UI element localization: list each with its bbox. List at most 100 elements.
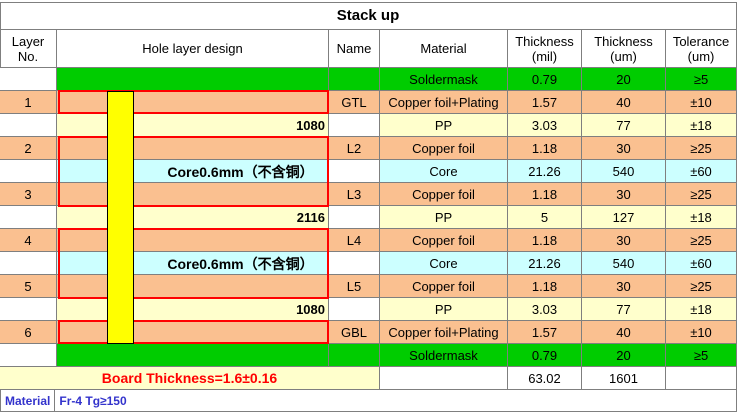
header-thickness-um: Thickness (um) [582, 30, 666, 68]
total-um-cell: 1601 [582, 367, 666, 390]
material-cell: Soldermask [380, 68, 508, 91]
layer-number-cell [0, 114, 57, 137]
thickness-mil-cell: 21.26 [508, 252, 582, 275]
tolerance-cell: ±18 [666, 114, 737, 137]
material-cell: Copper foil [380, 137, 508, 160]
layer-name-cell [329, 160, 380, 183]
material-cell: Core [380, 160, 508, 183]
layer-name-cell: L2 [329, 137, 380, 160]
tolerance-cell: ≥25 [666, 275, 737, 298]
tolerance-cell: ±18 [666, 206, 737, 229]
tolerance-cell: ±10 [666, 91, 737, 114]
layer-number-cell [0, 252, 57, 275]
thickness-um-cell: 127 [582, 206, 666, 229]
layer-number-cell [0, 206, 57, 229]
layer-number-cell: 6 [0, 321, 57, 344]
material-cell: Soldermask [380, 344, 508, 367]
thickness-mil-cell: 5 [508, 206, 582, 229]
thickness-um-cell: 30 [582, 183, 666, 206]
layer-name-cell [329, 298, 380, 321]
tolerance-cell: ±18 [666, 298, 737, 321]
tolerance-cell: ±60 [666, 160, 737, 183]
thickness-mil-cell: 1.57 [508, 91, 582, 114]
hole-design-cell [57, 344, 329, 367]
thickness-um-cell: 77 [582, 298, 666, 321]
header-name: Name [329, 30, 380, 68]
hole-design-cell: 1080 [57, 298, 329, 321]
layer-name-cell [329, 252, 380, 275]
thickness-mil-cell: 1.18 [508, 183, 582, 206]
tolerance-cell: ≥5 [666, 344, 737, 367]
board-thickness-cell: Board Thickness=1.6±0.16 [0, 367, 380, 390]
thickness-um-cell: 30 [582, 275, 666, 298]
layer-name-cell: L3 [329, 183, 380, 206]
tolerance-cell: ±60 [666, 252, 737, 275]
layer-number-cell: 2 [0, 137, 57, 160]
layer-name-cell [329, 206, 380, 229]
layer-number-cell: 1 [0, 91, 57, 114]
thickness-mil-cell: 3.03 [508, 114, 582, 137]
core-outline-2 [58, 228, 329, 299]
material-note-value: Fr-4 Tg≥150 [59, 393, 127, 408]
material-cell: PP [380, 206, 508, 229]
layer-name-cell: GBL [329, 321, 380, 344]
thickness-mil-cell: 1.57 [508, 321, 582, 344]
tolerance-cell: ≥25 [666, 137, 737, 160]
layer-name-cell: L5 [329, 275, 380, 298]
material-note-label: Material [1, 390, 56, 411]
material-note-row: Material Fr-4 Tg≥150 [0, 390, 737, 412]
thickness-mil-cell: 3.03 [508, 298, 582, 321]
thickness-um-cell: 77 [582, 114, 666, 137]
layer-name-cell [329, 344, 380, 367]
thickness-mil-cell: 1.18 [508, 229, 582, 252]
material-cell: PP [380, 114, 508, 137]
thickness-um-cell: 30 [582, 229, 666, 252]
layer-number-cell [0, 298, 57, 321]
table-title: Stack up [0, 2, 737, 30]
thickness-mil-cell: 1.18 [508, 137, 582, 160]
header-hole: Hole layer design [57, 30, 329, 68]
tolerance-cell: ≥5 [666, 68, 737, 91]
total-mil-cell: 63.02 [508, 367, 582, 390]
layer-name-cell [329, 68, 380, 91]
thickness-um-cell: 40 [582, 91, 666, 114]
layer-name-cell [329, 114, 380, 137]
thickness-mil-cell: 1.18 [508, 275, 582, 298]
tolerance-cell: ≥25 [666, 183, 737, 206]
material-cell: Copper foil+Plating [380, 91, 508, 114]
hole-design-cell: 2116 [57, 206, 329, 229]
core-label-1: Core0.6mm（不含铜） [167, 163, 314, 180]
thickness-um-cell: 30 [582, 137, 666, 160]
copper-outline-bottom [58, 320, 329, 344]
hole-design-cell [57, 68, 329, 91]
thickness-um-cell: 540 [582, 160, 666, 183]
thickness-mil-cell: 0.79 [508, 344, 582, 367]
thickness-um-cell: 20 [582, 344, 666, 367]
thickness-um-cell: 40 [582, 321, 666, 344]
thickness-mil-cell: 21.26 [508, 160, 582, 183]
copper-outline-top [58, 90, 329, 114]
summary-material-cell [380, 367, 508, 390]
layer-number-cell [0, 344, 57, 367]
core-label-2: Core0.6mm（不含铜） [167, 255, 314, 272]
layer-number-cell: 3 [0, 183, 57, 206]
layer-number-cell [0, 160, 57, 183]
material-cell: Copper foil [380, 275, 508, 298]
material-cell: Copper foil [380, 229, 508, 252]
material-cell: Copper foil [380, 183, 508, 206]
via-hole [107, 91, 134, 344]
summary-tolerance-cell [666, 367, 737, 390]
layer-number-cell [0, 68, 57, 91]
core-outline-1 [58, 136, 329, 207]
thickness-um-cell: 540 [582, 252, 666, 275]
header-layer: Layer No. [0, 30, 57, 68]
tolerance-cell: ±10 [666, 321, 737, 344]
tolerance-cell: ≥25 [666, 229, 737, 252]
thickness-um-cell: 20 [582, 68, 666, 91]
material-cell: PP [380, 298, 508, 321]
material-cell: Copper foil+Plating [380, 321, 508, 344]
header-material: Material [380, 30, 508, 68]
layer-number-cell: 4 [0, 229, 57, 252]
thickness-mil-cell: 0.79 [508, 68, 582, 91]
